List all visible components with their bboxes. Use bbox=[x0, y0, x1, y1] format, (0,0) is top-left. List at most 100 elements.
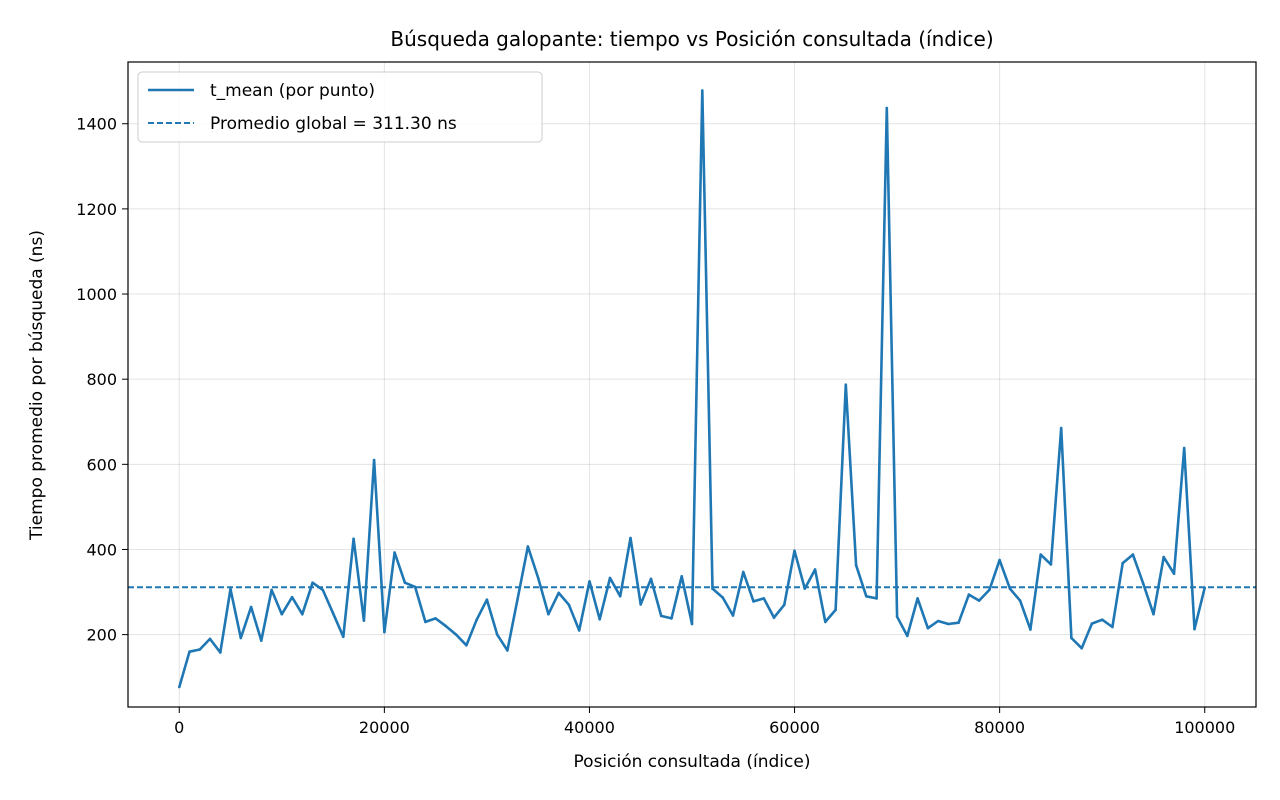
data-point bbox=[1070, 636, 1073, 640]
data-point bbox=[762, 597, 766, 600]
data-point bbox=[372, 458, 376, 462]
data-point bbox=[608, 576, 612, 580]
data-point bbox=[670, 617, 673, 620]
y-tick-label: 400 bbox=[86, 540, 117, 559]
data-point bbox=[875, 597, 878, 600]
series-layer bbox=[128, 89, 1256, 689]
data-point bbox=[465, 644, 468, 647]
data-point bbox=[649, 577, 653, 581]
legend-label-series-2: Promedio global = 311.30 ns bbox=[210, 114, 457, 134]
data-point bbox=[516, 597, 519, 600]
y-tick-label: 200 bbox=[86, 626, 117, 645]
x-tick-label: 100000 bbox=[1174, 718, 1235, 737]
data-point bbox=[1100, 618, 1104, 621]
y-tick-label: 800 bbox=[86, 370, 117, 389]
data-point bbox=[967, 593, 971, 596]
data-point bbox=[403, 581, 407, 584]
data-point bbox=[752, 600, 755, 603]
data-point bbox=[998, 558, 1001, 562]
data-point bbox=[301, 612, 304, 616]
data-point bbox=[1162, 555, 1165, 559]
legend-box bbox=[137, 71, 543, 143]
data-point bbox=[1059, 426, 1063, 430]
data-point bbox=[1029, 628, 1032, 631]
data-point bbox=[536, 576, 540, 580]
ticks: 0 20000 40000 60000 80000 100000 200 400 600 800 1… bbox=[76, 115, 1235, 737]
x-tick-label: 40000 bbox=[564, 718, 615, 737]
data-point bbox=[639, 603, 642, 606]
data-point bbox=[690, 622, 694, 626]
data-point bbox=[1039, 553, 1042, 556]
data-point bbox=[1121, 561, 1124, 565]
data-point bbox=[629, 536, 632, 540]
data-point bbox=[926, 626, 930, 630]
data-point bbox=[1018, 599, 1022, 602]
y-tick-label: 600 bbox=[86, 455, 117, 474]
data-point bbox=[454, 633, 458, 636]
data-point bbox=[362, 619, 366, 622]
y-axis-title: Tiempo promedio por búsqueda (ns) bbox=[27, 230, 47, 541]
data-point bbox=[824, 620, 827, 624]
data-point bbox=[885, 106, 889, 110]
data-point bbox=[178, 685, 181, 689]
data-point bbox=[495, 633, 499, 636]
y-tick-label: 1400 bbox=[76, 115, 117, 134]
data-point bbox=[936, 619, 940, 623]
x-tick-label: 0 bbox=[174, 718, 184, 737]
data-point bbox=[977, 599, 981, 602]
data-point bbox=[352, 537, 355, 541]
data-point bbox=[383, 630, 386, 634]
data-point bbox=[331, 612, 335, 615]
data-point bbox=[988, 588, 991, 592]
plot-frame bbox=[127, 61, 1257, 708]
data-point bbox=[239, 636, 243, 640]
data-point bbox=[229, 587, 232, 591]
data-point bbox=[895, 615, 899, 618]
data-point bbox=[1152, 612, 1155, 616]
data-point bbox=[957, 621, 960, 624]
data-point bbox=[219, 651, 222, 654]
data-point bbox=[947, 622, 950, 626]
data-point bbox=[198, 648, 202, 651]
data-point bbox=[721, 596, 725, 599]
data-point bbox=[280, 612, 284, 616]
data-point bbox=[506, 649, 509, 652]
y-tick-label: 1200 bbox=[76, 200, 117, 219]
data-point bbox=[701, 89, 704, 92]
data-point bbox=[1090, 622, 1094, 625]
x-tick-label: 60000 bbox=[769, 718, 820, 737]
data-point bbox=[1203, 586, 1206, 590]
data-point bbox=[618, 595, 622, 598]
data-point bbox=[1008, 587, 1012, 590]
data-point bbox=[208, 637, 212, 641]
data-point bbox=[1182, 446, 1186, 450]
data-point bbox=[1049, 563, 1053, 566]
data-point bbox=[598, 618, 601, 621]
data-point bbox=[783, 603, 786, 607]
data-point bbox=[793, 549, 796, 553]
data-point bbox=[475, 618, 479, 621]
data-point bbox=[1172, 572, 1176, 575]
data-point bbox=[270, 588, 273, 592]
data-point bbox=[547, 612, 550, 616]
data-point bbox=[803, 587, 807, 590]
data-point bbox=[916, 597, 919, 600]
data-point bbox=[680, 575, 683, 578]
x-axis-title: Posición consultada (índice) bbox=[574, 752, 811, 772]
data-point bbox=[557, 591, 560, 595]
data-point bbox=[1080, 646, 1083, 650]
data-point bbox=[813, 568, 817, 571]
data-point bbox=[577, 629, 581, 632]
data-point bbox=[567, 603, 571, 607]
data-point bbox=[434, 617, 437, 620]
chart-title: Búsqueda galopante: tiempo vs Posición c… bbox=[390, 27, 993, 51]
data-point bbox=[413, 585, 417, 589]
data-point bbox=[772, 616, 776, 619]
data-point bbox=[393, 551, 396, 554]
data-point bbox=[844, 383, 848, 387]
data-point bbox=[290, 595, 294, 599]
data-point bbox=[485, 598, 489, 601]
data-point bbox=[1111, 625, 1114, 629]
data-point bbox=[260, 639, 263, 642]
